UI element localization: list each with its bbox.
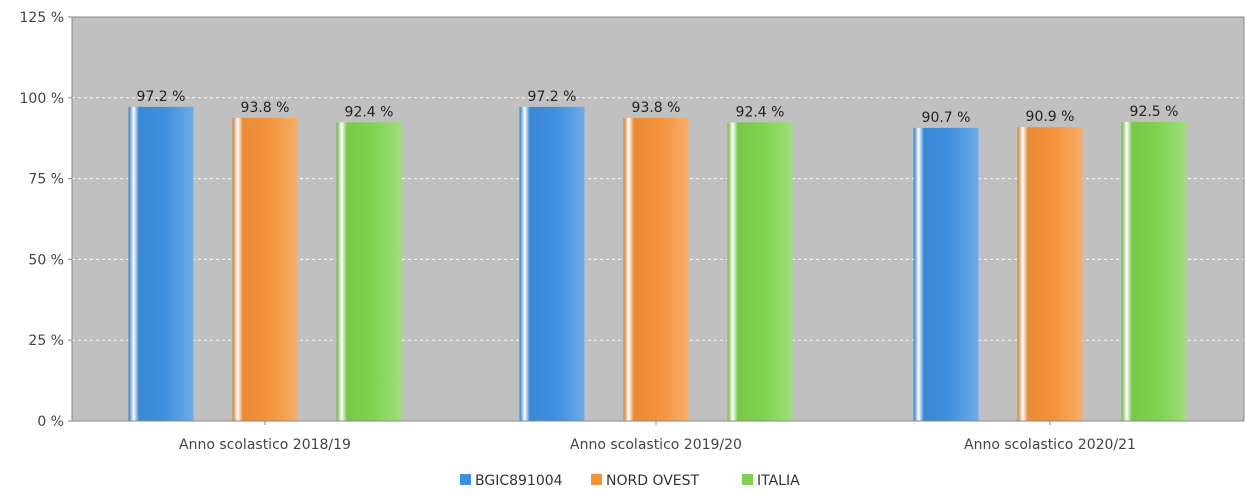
legend-swatch [591, 474, 602, 485]
x-tick-label: Anno scolastico 2018/19 [179, 437, 351, 453]
legend-item[interactable]: NORD OVEST [591, 473, 700, 489]
bar[interactable] [336, 122, 402, 422]
y-axis-ticks: 0 % 25 % 50 % 75 % 100 % 125 % [20, 10, 72, 430]
data-label: 90.9 % [1026, 109, 1075, 125]
y-tick-label: 50 % [28, 252, 64, 268]
data-label: 92.4 % [736, 104, 785, 120]
legend-item[interactable]: ITALIA [742, 473, 800, 489]
data-label: 90.7 % [922, 110, 971, 126]
legend-label: BGIC891004 [475, 473, 563, 489]
data-label: 92.5 % [1130, 104, 1179, 120]
y-tick-label: 100 % [20, 91, 64, 107]
bar[interactable] [1017, 127, 1083, 422]
legend-label: ITALIA [757, 473, 800, 489]
x-axis-ticks: Anno scolastico 2018/19 Anno scolastico 2… [179, 421, 1136, 453]
y-tick-label: 0 % [37, 414, 64, 430]
bar[interactable] [1121, 122, 1187, 421]
data-label: 97.2 % [528, 89, 577, 105]
axes [71, 16, 1245, 422]
bar[interactable] [232, 117, 298, 421]
data-label: 97.2 % [137, 89, 186, 105]
y-tick-label: 25 % [28, 333, 64, 349]
legend-swatch [460, 474, 471, 485]
x-tick-label: Anno scolastico 2019/20 [570, 437, 742, 453]
bars: 97.2 % 93.8 % 92.4 % 97.2 % 93.8 % 92.4 % 90.7… [128, 89, 1187, 422]
y-tick-label: 75 % [28, 172, 64, 188]
bar[interactable] [128, 106, 194, 421]
legend-item[interactable]: BGIC891004 [460, 473, 563, 489]
data-label: 92.4 % [345, 104, 394, 120]
bar[interactable] [519, 106, 585, 421]
y-tick-label: 125 % [20, 10, 64, 26]
legend[interactable]: BGIC891004 NORD OVEST ITALIA [460, 473, 800, 489]
data-label: 93.8 % [241, 100, 290, 116]
legend-label: NORD OVEST [606, 473, 700, 489]
bar[interactable] [727, 122, 793, 422]
bar[interactable] [913, 127, 979, 421]
legend-swatch [742, 474, 753, 485]
bar[interactable] [623, 117, 689, 421]
data-label: 93.8 % [632, 100, 681, 116]
x-tick-label: Anno scolastico 2020/21 [964, 437, 1136, 453]
